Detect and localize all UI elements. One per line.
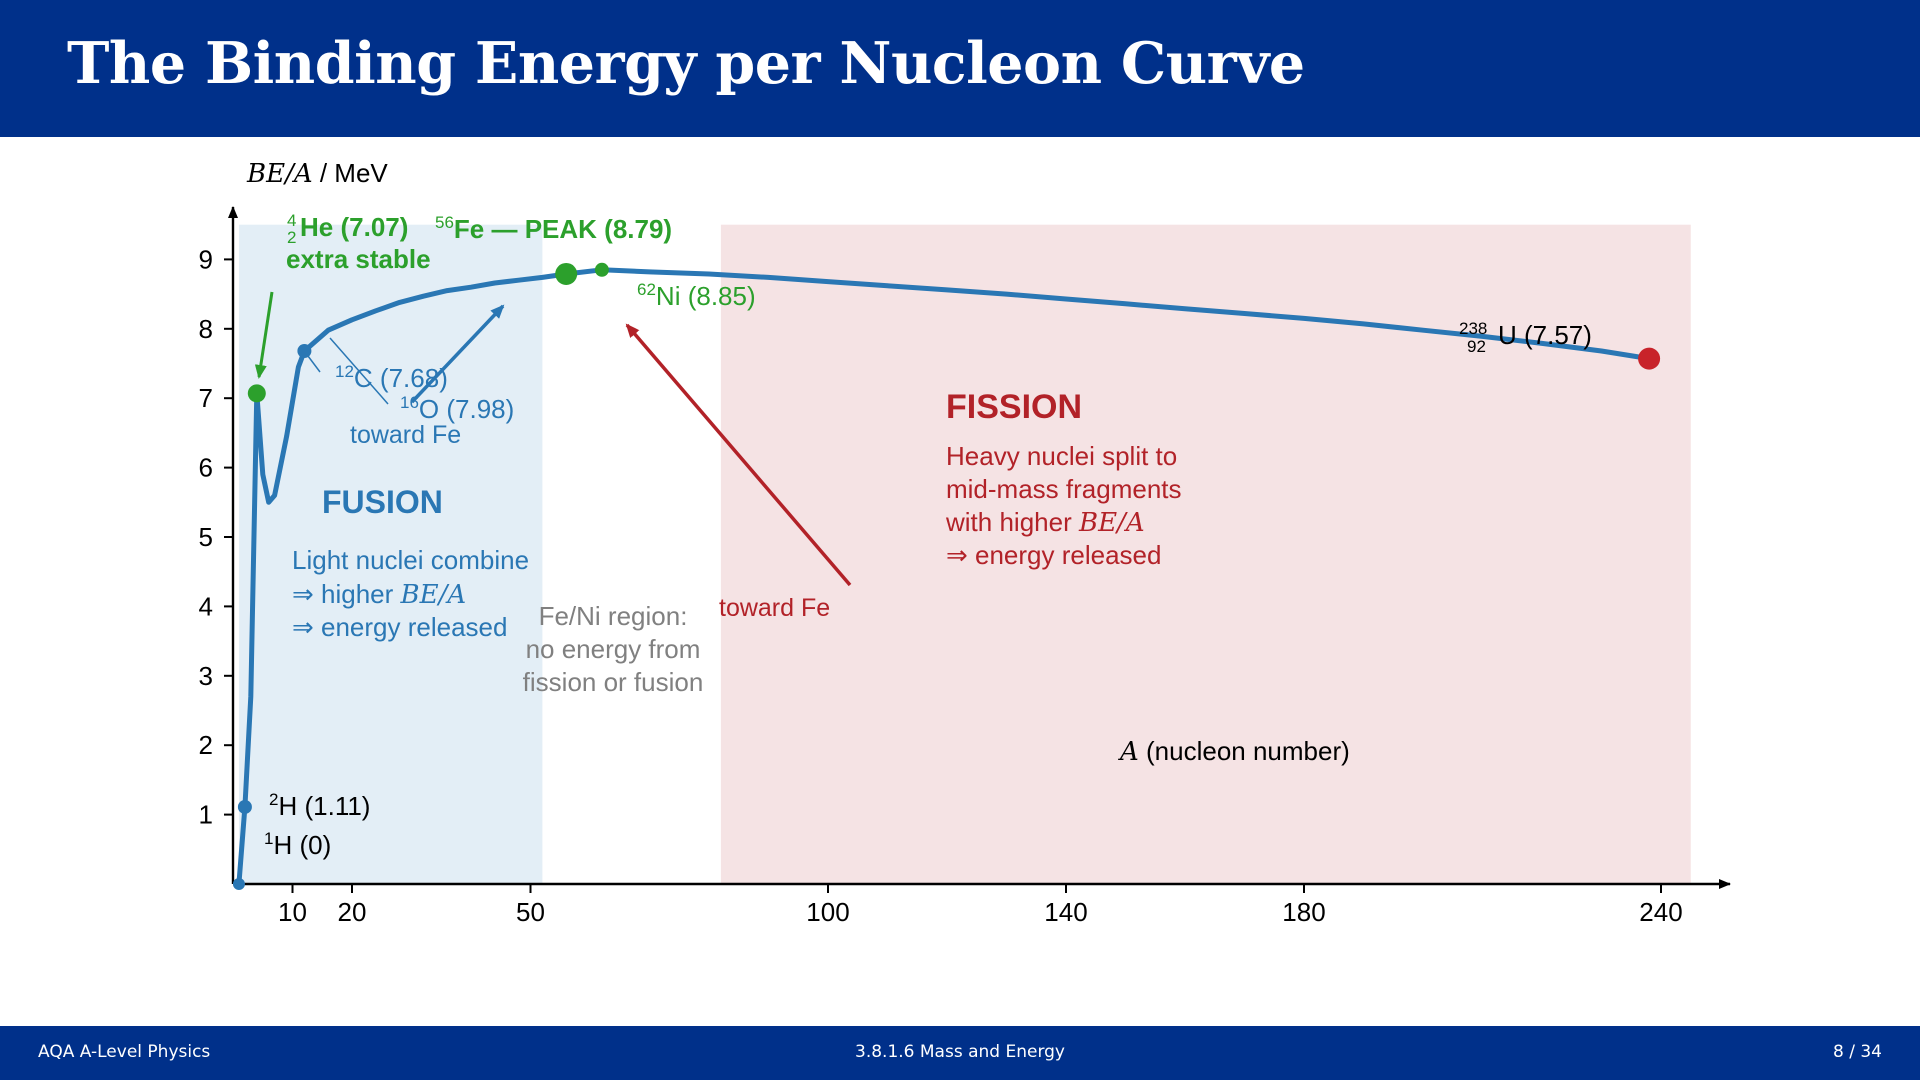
he4-label: He (7.07) [300, 212, 408, 242]
fusion-region [238, 224, 543, 884]
y-tick-label: 5 [199, 522, 213, 552]
x-tick-label: 180 [1282, 897, 1325, 927]
neutral-text-line3: fission or fusion [523, 667, 704, 697]
data-point [594, 262, 609, 277]
fusion-text-line3: ⇒ energy released [292, 612, 507, 642]
data-point [1638, 347, 1661, 370]
data-point [237, 799, 252, 814]
fusion-toward-fe-label: toward Fe [350, 421, 461, 449]
c12-label: 12C (7.68) [335, 362, 448, 393]
fusion-toward-fe-arrow [410, 304, 505, 404]
neutral-text-line1: Fe/Ni region: [539, 601, 688, 631]
o16-leader-line [329, 337, 389, 405]
he4-mass-number: 4 [287, 211, 296, 230]
y-tick-label: 4 [199, 591, 213, 621]
slide-footer: AQA A-Level Physics 3.8.1.6 Mass and Ene… [0, 1026, 1920, 1080]
y-tick-label: 1 [199, 800, 213, 830]
fission-text-line3: with higher BE/A [945, 507, 1145, 538]
u238-atomic-number: 92 [1467, 337, 1486, 356]
y-tick-label: 8 [199, 314, 213, 344]
data-points [232, 262, 1661, 890]
slide-title: The Binding Energy per Nucleon Curve [67, 30, 1305, 97]
fission-toward-fe-arrow [625, 323, 852, 587]
neutral-text-line2: no energy from [526, 634, 701, 664]
fusion-text-line2: ⇒ higher BE/A [292, 579, 466, 610]
fission-text-line2: mid-mass fragments [946, 474, 1182, 504]
fusion-text-line1: Light nuclei combine [292, 545, 529, 575]
data-point [247, 384, 266, 403]
data-point [297, 344, 312, 359]
y-ticks: 1 2 3 4 5 6 7 8 9 [199, 244, 233, 830]
o16-label: 16O (7.98) [400, 393, 514, 424]
he4-arrow [254, 291, 274, 379]
fission-toward-fe-label: toward Fe [719, 594, 830, 622]
x-ticks: 10 20 50 100 140 180 240 [278, 884, 1683, 927]
y-tick-label: 6 [199, 453, 213, 483]
footer-page-number: 8 / 34 [1833, 1042, 1882, 1062]
axes [228, 206, 1731, 889]
h2-label: 2H (1.11) [269, 790, 370, 821]
u238-mass-number: 238 [1459, 319, 1487, 338]
he4-atomic-number: 2 [287, 228, 296, 247]
footer-section: 3.8.1.6 Mass and Energy [855, 1042, 1065, 1062]
c12-leader-line [304, 351, 321, 373]
data-point [232, 878, 245, 890]
fission-text-line4: ⇒ energy released [946, 540, 1161, 570]
fission-region [720, 224, 1691, 884]
he4-note: extra stable [286, 244, 431, 274]
x-tick-label: 240 [1639, 897, 1682, 927]
x-tick-label: 100 [806, 897, 849, 927]
x-axis-label: A (nucleon number) [1118, 736, 1350, 767]
binding-energy-curve [236, 267, 1652, 887]
y-axis-label: BE/A / MeV [246, 158, 388, 189]
y-tick-label: 9 [199, 244, 213, 274]
fission-text-line1: Heavy nuclei split to [946, 441, 1177, 471]
x-tick-label: 50 [516, 897, 545, 927]
x-tick-label: 10 [278, 897, 307, 927]
fission-heading: FISSION [946, 388, 1082, 426]
fe56-label: 56Fe — PEAK (8.79) [435, 213, 672, 244]
data-point [555, 262, 578, 285]
y-tick-label: 7 [199, 383, 213, 413]
y-tick-label: 3 [199, 661, 213, 691]
slide-header: The Binding Energy per Nucleon Curve [0, 0, 1920, 137]
ni62-label: 62Ni (8.85) [637, 280, 756, 311]
h1-label: 1H (0) [264, 829, 331, 860]
x-tick-label: 20 [338, 897, 367, 927]
y-tick-label: 2 [199, 730, 213, 760]
x-tick-label: 140 [1044, 897, 1087, 927]
u238-label: U (7.57) [1498, 320, 1592, 350]
footer-course: AQA A-Level Physics [38, 1042, 211, 1062]
fusion-heading: FUSION [322, 484, 443, 520]
